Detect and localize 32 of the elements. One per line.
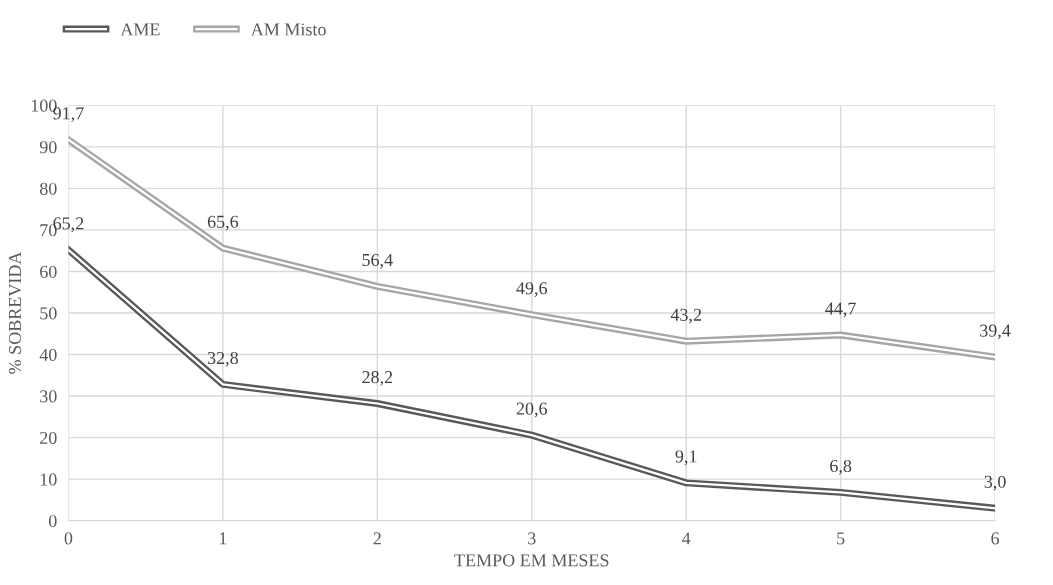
x-axis-title: TEMPO EM MESES: [454, 554, 609, 567]
data-label: 39,4: [980, 324, 1011, 340]
x-tick-label: 0: [64, 532, 73, 545]
x-tick-label: 3: [528, 532, 536, 545]
data-label: 43,2: [670, 308, 702, 324]
data-label: 65,6: [207, 215, 239, 231]
x-tick-label: 5: [837, 532, 845, 545]
y-tick-label: 40: [39, 348, 57, 361]
data-label: 3,0: [984, 475, 1006, 491]
legend-label: AM Misto: [250, 23, 326, 36]
y-tick-label: 0: [48, 514, 57, 528]
data-label: 6,8: [830, 459, 852, 475]
data-label: 49,6: [516, 282, 548, 297]
y-axis-title: % SOBREVIDA: [8, 251, 22, 374]
y-tick-label: 90: [39, 141, 57, 154]
y-tick-label: 60: [40, 265, 57, 278]
x-tick-label: 4: [682, 532, 691, 545]
y-tick-label: 80: [39, 182, 57, 195]
data-label: 44,7: [825, 302, 856, 318]
data-label: 20,6: [516, 402, 548, 418]
x-tick-label: 6: [991, 532, 1000, 545]
y-tick-label: 50: [40, 307, 57, 320]
x-tick-label: 1: [219, 532, 227, 545]
data-label: 56,4: [362, 253, 393, 269]
data-label: 28,2: [362, 371, 393, 386]
x-tick-label: 2: [373, 532, 381, 545]
legend-label: AME: [120, 23, 160, 36]
y-tick-label: 20: [40, 431, 57, 445]
data-label: 9,1: [675, 450, 697, 466]
y-tick-label: 10: [40, 473, 57, 486]
data-label: 32,8: [207, 351, 238, 367]
y-tick-label: 30: [40, 390, 57, 403]
